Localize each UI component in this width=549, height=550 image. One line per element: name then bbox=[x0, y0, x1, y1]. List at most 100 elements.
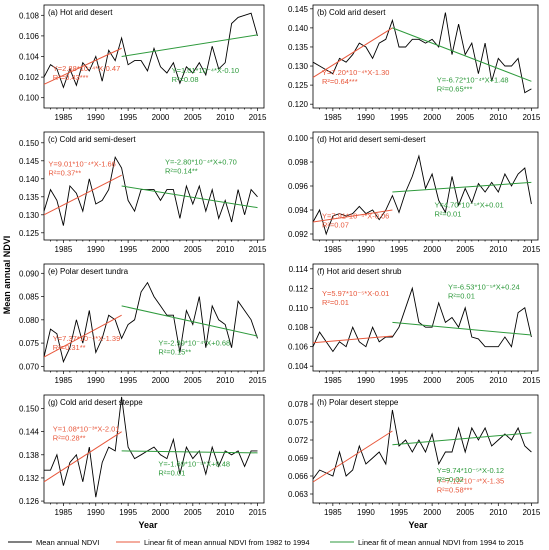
x-tick-label: 2010 bbox=[489, 245, 507, 254]
panel-title: (a) Hot arid desert bbox=[48, 8, 113, 17]
x-tick-label: 2005 bbox=[184, 245, 202, 254]
x-tick-label: 2005 bbox=[456, 376, 474, 385]
fit-line-1982-1994 bbox=[312, 209, 393, 223]
ndvi-series-line bbox=[43, 281, 258, 364]
y-tick-label: 0.135 bbox=[19, 193, 40, 202]
y-tick-label: 0.145 bbox=[19, 157, 40, 166]
x-tick-label: 2015 bbox=[522, 508, 540, 517]
y-tick-label: 0.096 bbox=[288, 182, 309, 191]
panel-a: 0.100 0.102 0.104 0.106 0.108 1985 1990 1995 200… bbox=[19, 4, 267, 122]
x-tick-label: 2010 bbox=[216, 113, 234, 122]
x-tick-label: 2000 bbox=[152, 245, 170, 254]
x-tick-label: 1985 bbox=[324, 245, 342, 254]
plot-frame bbox=[312, 394, 539, 504]
fit-line-1982-1994 bbox=[312, 430, 393, 483]
fit-line-1982-1994 bbox=[43, 314, 122, 358]
ndvi-series-line bbox=[44, 396, 258, 498]
x-axis-label-right: Year bbox=[408, 520, 428, 530]
y-tick-label: 0.106 bbox=[19, 32, 40, 41]
x-tick-label: 2005 bbox=[456, 245, 474, 254]
fit2-r-squared: R²=0.01 bbox=[448, 292, 475, 301]
fit-line-1994-2015 bbox=[121, 185, 258, 209]
x-tick-label: 2000 bbox=[152, 508, 170, 517]
ndvi-series-line bbox=[43, 12, 258, 89]
y-tick-label: 0.140 bbox=[288, 24, 309, 33]
x-tick-label: 2010 bbox=[489, 376, 507, 385]
panel-g: 0.126 0.132 0.138 0.144 0.150 1985 1990 1995 200… bbox=[19, 394, 267, 517]
x-tick-label: 2000 bbox=[152, 113, 170, 122]
x-tick-label: 2000 bbox=[152, 376, 170, 385]
fit-line-1994-2015 bbox=[392, 321, 532, 336]
y-tick-label: 0.092 bbox=[288, 230, 309, 239]
panel-c: 0.125 0.130 0.135 0.140 0.145 0.150 1985 1990 19… bbox=[19, 131, 267, 254]
fit2-r-squared: R²=0.65*** bbox=[437, 84, 473, 93]
y-tick-label: 0.114 bbox=[289, 265, 309, 274]
fit1-equation: Y=2.88*10⁻⁴*X-0.47 bbox=[53, 64, 120, 73]
fit-line-1994-2015 bbox=[392, 27, 532, 82]
fit2-equation: Y=4.70*10⁻⁵*X+0.01 bbox=[435, 201, 504, 210]
x-tick-label: 2005 bbox=[184, 113, 202, 122]
x-tick-label: 1990 bbox=[357, 113, 375, 122]
y-tick-label: 0.100 bbox=[288, 134, 309, 143]
legend: Mean annual NDVI Linear fit of mean annu… bbox=[8, 538, 524, 547]
fit-line-1982-1994 bbox=[43, 47, 122, 85]
fit1-equation: Y=5.97*10⁻⁵*X-0.01 bbox=[322, 289, 389, 298]
y-tick-label: 0.130 bbox=[288, 62, 309, 71]
fit2-equation: Y=-2.99*10⁻⁴*X+0.68 bbox=[158, 338, 230, 347]
plot-frame bbox=[43, 394, 265, 504]
y-tick-label: 0.106 bbox=[288, 343, 309, 352]
x-tick-label: 1985 bbox=[55, 376, 73, 385]
fit2-equation: Y=-2.80*10⁻⁴*X+0.70 bbox=[165, 157, 237, 166]
y-tick-label: 0.080 bbox=[19, 316, 40, 325]
fit2-equation: Y=1.01*10⁻⁴*X-0.10 bbox=[172, 66, 239, 75]
y-axis-label: Mean annual NDVI bbox=[2, 236, 12, 315]
x-tick-label: 2005 bbox=[184, 376, 202, 385]
panel-b: 0.120 0.125 0.130 0.135 0.140 0.145 1985 1990 19… bbox=[288, 4, 541, 122]
panels: 0.100 0.102 0.104 0.106 0.108 1985 1990 1995 200… bbox=[19, 4, 541, 517]
fit-line-1982-1994 bbox=[312, 27, 393, 78]
panel-title: (f) Hot arid desert shrub bbox=[317, 267, 402, 276]
fit1-equation: Y=7.37*10⁻⁴*X-1.39 bbox=[53, 334, 120, 343]
x-tick-label: 2010 bbox=[489, 113, 507, 122]
fit-line-1994-2015 bbox=[121, 450, 258, 454]
y-tick-label: 0.145 bbox=[288, 5, 309, 14]
fit-line-1994-2015 bbox=[392, 181, 532, 193]
y-tick-label: 0.102 bbox=[19, 73, 40, 82]
plot-frame bbox=[312, 263, 539, 372]
fit2-r-squared: R²=0.01 bbox=[158, 468, 185, 477]
fit1-equation: Y=7.91*10⁻⁵*X-0.06 bbox=[322, 211, 389, 220]
fit-line-1994-2015 bbox=[121, 305, 258, 337]
fit2-equation: Y=-6.72*10⁻⁴*X+1.48 bbox=[437, 75, 509, 84]
x-tick-label: 2010 bbox=[216, 245, 234, 254]
x-tick-label: 1985 bbox=[324, 508, 342, 517]
fit-line-1982-1994 bbox=[312, 335, 393, 344]
y-tick-label: 0.085 bbox=[19, 293, 40, 302]
x-tick-label: 2000 bbox=[423, 376, 441, 385]
fit-line-1982-1994 bbox=[43, 431, 122, 483]
y-tick-label: 0.150 bbox=[19, 139, 40, 148]
ndvi-series-line bbox=[312, 12, 532, 94]
fit1-equation: Y=9.01*10⁻⁴*X-1.66 bbox=[48, 160, 115, 169]
x-tick-label: 1985 bbox=[55, 508, 73, 517]
x-tick-label: 1990 bbox=[357, 245, 375, 254]
fit1-equation: Y=1.08*10⁻³*X-2.01 bbox=[53, 425, 120, 434]
fit-line-1982-1994 bbox=[43, 174, 122, 216]
y-tick-label: 0.104 bbox=[19, 53, 40, 62]
fit2-r-squared: R²=0.14** bbox=[165, 166, 198, 175]
fit1-r-squared: R²=0.07 bbox=[322, 220, 349, 229]
x-tick-label: 1985 bbox=[324, 376, 342, 385]
y-tick-label: 0.150 bbox=[19, 405, 40, 414]
y-tick-label: 0.140 bbox=[19, 175, 40, 184]
legend-label-fit2: Linear fit of mean annual NDVI from 1994… bbox=[358, 538, 524, 547]
x-tick-label: 1995 bbox=[119, 245, 137, 254]
fit1-r-squared: R²=0.58*** bbox=[437, 486, 473, 495]
x-tick-label: 2010 bbox=[216, 508, 234, 517]
fit2-equation: Y=9.74*10⁻⁵*X-0.12 bbox=[437, 466, 504, 475]
x-tick-label: 2010 bbox=[489, 508, 507, 517]
y-tick-label: 0.125 bbox=[288, 81, 309, 90]
x-tick-label: 2015 bbox=[249, 113, 267, 122]
y-tick-label: 0.063 bbox=[288, 490, 309, 499]
legend-label-fit1: Linear fit of mean annual NDVI from 1982… bbox=[144, 538, 310, 547]
y-tick-label: 0.070 bbox=[19, 362, 40, 371]
ndvi-series-line bbox=[43, 155, 258, 226]
